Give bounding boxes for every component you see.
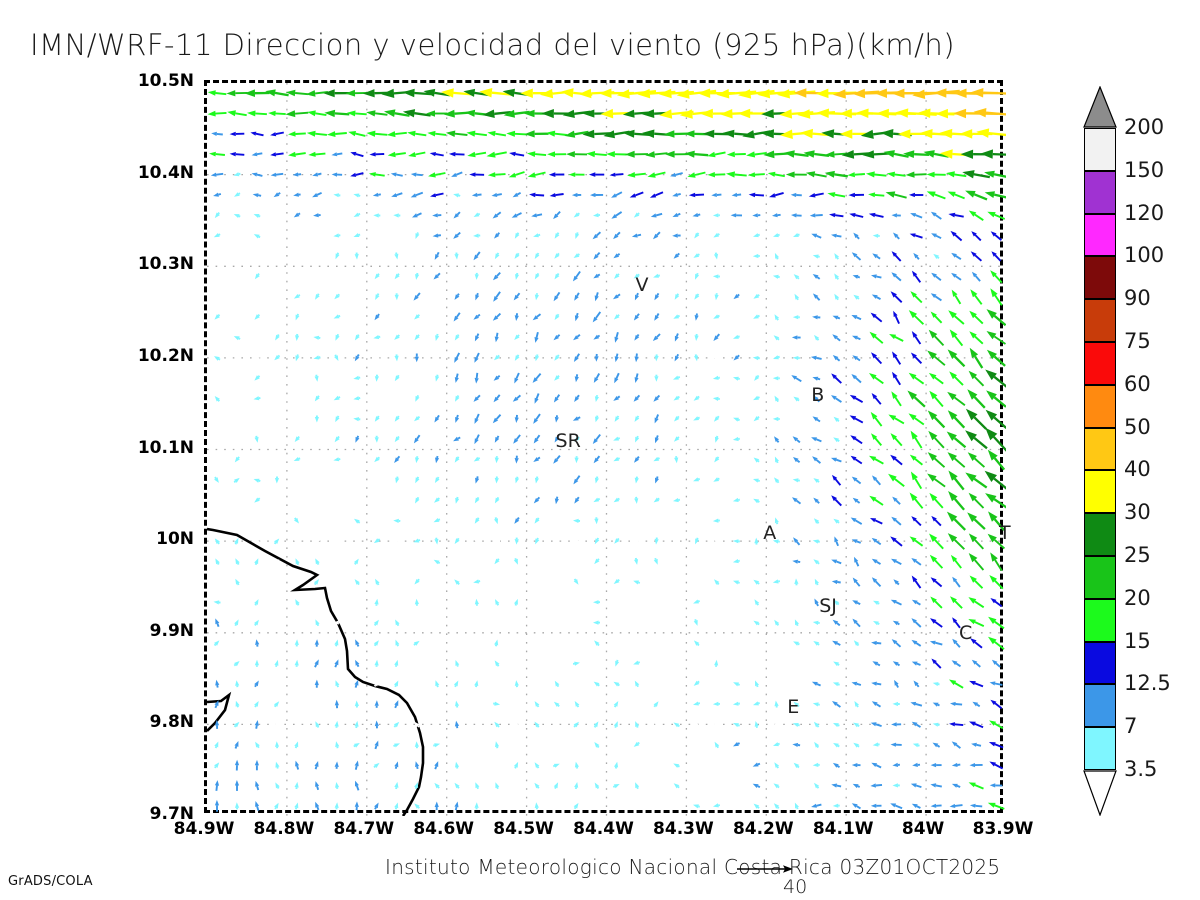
wind-vector-field — [207, 83, 1006, 816]
y-tick-label: 10.4N — [137, 162, 194, 183]
colorbar-tick-label: 7 — [1124, 714, 1138, 739]
colorbar-tick-label: 50 — [1124, 414, 1151, 439]
reference-vector-value: 40 — [783, 876, 808, 898]
y-tick-label: 10.2N — [137, 345, 194, 366]
colorbar-tick-label: 120 — [1124, 200, 1165, 225]
x-tick-label: 84.3W — [653, 819, 714, 839]
colorbar-segment — [1084, 170, 1116, 214]
page-title: IMN/WRF-11 Direccion y velocidad del vie… — [30, 28, 956, 62]
colorbar-segment — [1084, 641, 1116, 685]
colorbar-tick-label: 3.5 — [1124, 757, 1158, 781]
wind-map-plot — [204, 80, 1006, 816]
colorbar-tick-label: 20 — [1124, 585, 1151, 610]
colorbar-over-cap — [1083, 86, 1117, 128]
reference-vector-arrow — [737, 865, 793, 873]
x-tick-label: 84.2W — [732, 819, 794, 839]
colorbar-tick-label: 75 — [1124, 329, 1151, 353]
colorbar-segment — [1084, 470, 1116, 514]
y-tick-label: 9.8N — [149, 712, 194, 733]
y-tick-label: 10N — [156, 529, 194, 550]
x-tick-label: 84W — [901, 819, 945, 839]
x-tick-label: 84.8W — [253, 819, 315, 839]
y-tick-label: 10.3N — [137, 254, 194, 275]
x-tick-label: 84.9W — [173, 819, 235, 839]
colorbar-segment — [1084, 299, 1116, 342]
y-tick-label: 10.1N — [137, 437, 194, 458]
colorbar-tick-label: 30 — [1124, 500, 1151, 525]
colorbar-tick-label: 60 — [1124, 371, 1151, 396]
y-tick-label: 9.9N — [149, 620, 194, 641]
colorbar-segment — [1084, 128, 1116, 171]
colorbar-tick-label: 15 — [1124, 628, 1151, 653]
attribution-text: Instituto Meteorologico Nacional Costa R… — [385, 855, 1001, 879]
x-tick-label: 84.7W — [333, 819, 395, 839]
y-tick-label: 9.7N — [149, 804, 194, 824]
colorbar-tick-label: 40 — [1124, 457, 1151, 482]
colorbar-tick-label: 25 — [1124, 543, 1151, 567]
colorbar-segment — [1084, 427, 1116, 471]
colorbar-segment — [1084, 598, 1116, 642]
colorbar-tick-label: 200 — [1124, 115, 1165, 139]
x-tick-label: 83.9W — [972, 819, 1034, 839]
x-tick-label: 84.6W — [413, 819, 475, 839]
colorbar-segment — [1084, 342, 1116, 385]
colorbar-tick-label: 12.5 — [1124, 671, 1171, 696]
y-tick-label: 10.5N — [137, 71, 194, 91]
colorbar-segment — [1084, 256, 1116, 300]
x-tick-label: 84.5W — [493, 819, 554, 839]
x-tick-label: 84.1W — [812, 819, 874, 839]
colorbar-tick-label: 150 — [1124, 157, 1165, 182]
colorbar-segment — [1084, 556, 1116, 599]
colorbar-segment — [1084, 384, 1116, 428]
colorbar-tick-label: 100 — [1124, 243, 1165, 268]
colorbar-segment — [1084, 513, 1116, 556]
speed-colorbar: 200 150 120 100 90 75 60 50 40 30 25 20 15 12.5 7 3.5 — [1078, 86, 1171, 816]
grads-credit: GrADS/COLA — [8, 874, 93, 889]
colorbar-segment — [1084, 727, 1116, 770]
colorbar-segment — [1084, 213, 1116, 257]
x-tick-label: 84.4W — [573, 819, 634, 839]
colorbar-segment — [1084, 684, 1116, 728]
colorbar-under-cap — [1083, 770, 1117, 816]
colorbar-tick-label: 90 — [1124, 286, 1151, 311]
